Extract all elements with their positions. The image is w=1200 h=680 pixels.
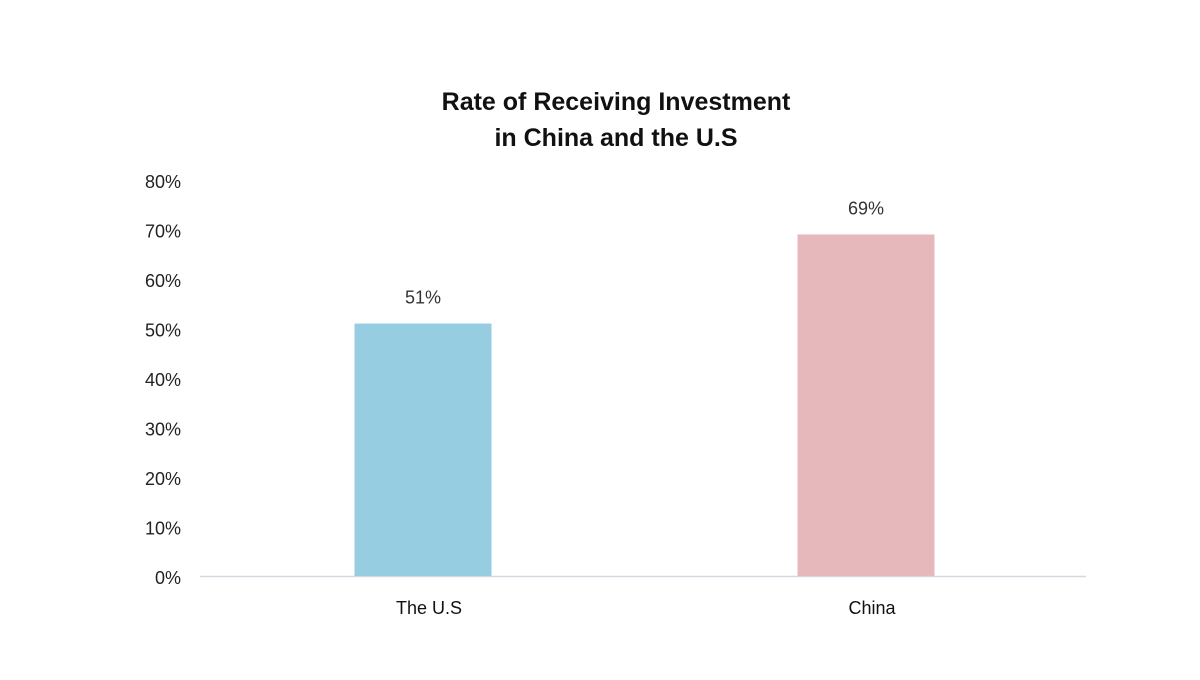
y-tick-label: 40% xyxy=(145,370,181,390)
y-tick-label: 70% xyxy=(145,222,181,242)
y-tick-label: 10% xyxy=(145,519,181,539)
y-tick-label: 80% xyxy=(145,172,181,192)
chart-title-line-1: Rate of Receiving Investment xyxy=(441,88,791,116)
y-tick-label: 50% xyxy=(145,321,181,341)
y-tick-label: 0% xyxy=(155,568,181,588)
bar xyxy=(797,234,935,576)
y-tick-label: 30% xyxy=(145,420,181,440)
y-tick-label: 60% xyxy=(145,271,181,291)
bar xyxy=(354,323,492,576)
x-category-label: China xyxy=(848,598,896,618)
bar-value-label: 51% xyxy=(405,288,441,308)
bar-value-label: 69% xyxy=(848,198,884,218)
y-tick-label: 20% xyxy=(145,469,181,489)
x-category-label: The U.S xyxy=(396,598,462,618)
chart-title-line-2: in China and the U.S xyxy=(494,124,738,152)
